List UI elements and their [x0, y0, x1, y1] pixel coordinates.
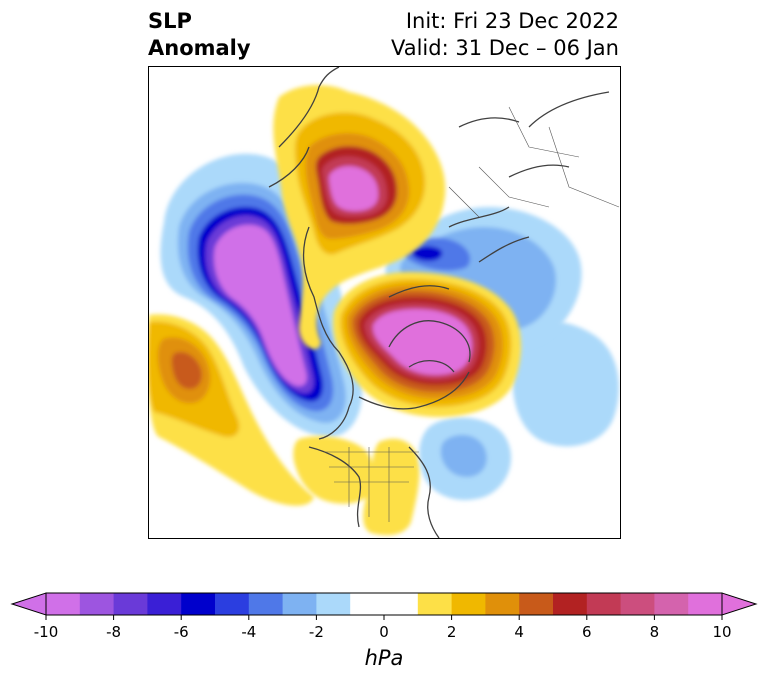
colorbar-tick-label: 8: [650, 623, 660, 641]
colorbar-tick-label: 6: [582, 623, 592, 641]
colorbar-bin-8: [316, 593, 351, 615]
country-borders: [324, 106, 620, 522]
coastlines: [268, 67, 610, 538]
colorbar-tick-label: -10: [34, 623, 59, 641]
colorbar-bin-3: [147, 593, 182, 615]
colorbar-extend-min: [10, 592, 47, 616]
colorbar-bin-5: [215, 593, 250, 615]
colorbar-bin-9: [350, 593, 385, 615]
title-line-2: Anomaly: [148, 36, 251, 60]
colorbar-bin-19: [688, 593, 723, 615]
north-american-ridge: [293, 436, 420, 536]
atlantic-low-anomaly: [419, 321, 619, 501]
colorbar-ticks: -10 -8 -6 -4 -2 0 2 4 6 8 10: [34, 615, 732, 641]
anomaly-map: [148, 66, 621, 539]
colorbar-bin-17: [620, 593, 655, 615]
colorbar-extend-max: [721, 592, 758, 616]
date-info: Init: Fri 23 Dec 2022 Valid: 31 Dec – 06…: [391, 8, 619, 62]
colorbar-bin-10: [384, 593, 419, 615]
colorbar-bin-4: [181, 593, 216, 615]
colorbar-tick-label: -4: [241, 623, 256, 641]
colorbar-tick-label: 4: [514, 623, 524, 641]
colorbar-tick-label: -8: [106, 623, 121, 641]
colorbar-unit-label: hPa: [364, 646, 404, 670]
init-date: Init: Fri 23 Dec 2022: [405, 9, 619, 33]
colorbar-bin-6: [248, 593, 284, 615]
colorbar-bin-7: [282, 593, 317, 615]
colorbar-bins: [10, 592, 758, 616]
chart-title: SLP Anomaly: [148, 8, 251, 62]
subtropical-pacific-high: [149, 314, 314, 506]
colorbar-bin-13: [485, 593, 520, 615]
colorbar-tick-label: -6: [174, 623, 189, 641]
colorbar-tick-label: 2: [447, 623, 457, 641]
colorbar-bin-2: [113, 593, 148, 615]
colorbar-tick-label: -2: [309, 623, 324, 641]
colorbar-bin-0: [46, 593, 81, 615]
colorbar-bin-11: [417, 593, 453, 615]
colorbar-tick-label: 10: [712, 623, 731, 641]
colorbar-bin-12: [451, 593, 486, 615]
title-line-1: SLP: [148, 9, 192, 33]
siberia-high-anomaly: [273, 85, 446, 350]
valid-dates: Valid: 31 Dec – 06 Jan: [390, 36, 619, 60]
colorbar: -10 -8 -6 -4 -2 0 2 4 6 8 10: [10, 592, 758, 641]
colorbar-bin-16: [586, 593, 622, 615]
colorbar-bin-1: [79, 593, 115, 615]
map-svg: [149, 67, 620, 538]
colorbar-bin-15: [553, 593, 588, 615]
arctic-high-anomaly: [333, 272, 521, 417]
colorbar-tick-label: 0: [379, 623, 389, 641]
colorbar-bin-18: [654, 593, 689, 615]
colorbar-bin-14: [519, 593, 554, 615]
